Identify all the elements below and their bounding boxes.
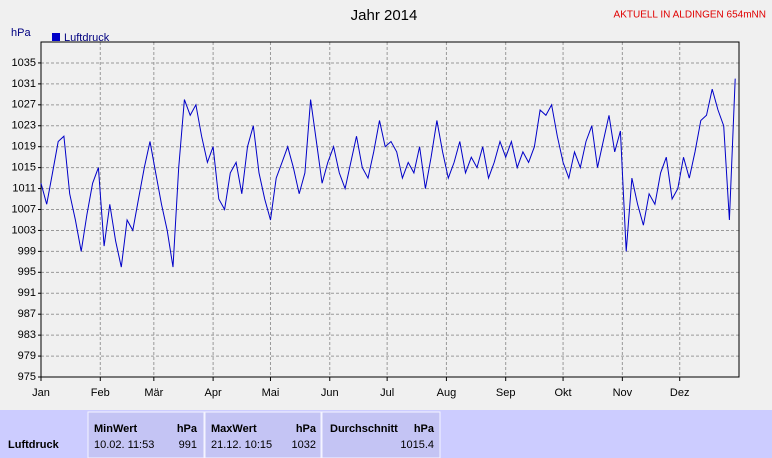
col-unit: hPa — [296, 423, 317, 435]
y-tick-label: 1031 — [12, 78, 36, 90]
y-tick-label: 991 — [18, 287, 36, 299]
y-axis-label: hPa — [11, 27, 31, 39]
col-name: MinWert — [94, 423, 138, 435]
time: 21.12. 10:15 — [211, 439, 272, 451]
y-tick-label: 975 — [18, 371, 36, 383]
col-unit: hPa — [414, 423, 435, 435]
cell — [321, 411, 441, 458]
x-tick-label: Sep — [496, 387, 516, 399]
data-line — [40, 78, 736, 268]
col-unit: hPa — [177, 423, 198, 435]
value: 991 — [179, 439, 197, 451]
legend-label: Luftdruck — [64, 32, 110, 44]
chart-subtitle: AKTUELL IN ALDINGEN 654mNN — [614, 10, 766, 21]
col-name: Durchschnitt — [330, 423, 398, 435]
x-tick-label: Jan — [32, 387, 50, 399]
x-tick-label: Mai — [262, 387, 280, 399]
x-tick-label: Apr — [205, 387, 222, 399]
legend-swatch — [52, 33, 60, 41]
y-tick-label: 995 — [18, 266, 36, 278]
y-tick-label: 1035 — [12, 57, 36, 69]
y-tick-label: 1011 — [12, 182, 36, 194]
cell — [204, 411, 322, 458]
y-tick-label: 1007 — [12, 203, 36, 215]
plot-border — [40, 41, 740, 378]
y-tick-label: 1003 — [12, 224, 36, 236]
x-tick-label: Feb — [91, 387, 110, 399]
stats-table: Luftdruck MinWert hPa 10.02. 11:53 991 M… — [0, 410, 772, 458]
x-tick-label: Nov — [613, 387, 633, 399]
x-tick-label: Dez — [670, 387, 690, 399]
x-tick-label: Aug — [437, 387, 457, 399]
y-tick-label: 1023 — [12, 120, 36, 132]
value: 1032 — [292, 439, 316, 451]
x-tick-label: Mär — [144, 387, 163, 399]
time: 10.02. 11:53 — [94, 439, 154, 451]
cell — [87, 411, 205, 458]
x-tick-label: Jul — [380, 387, 394, 399]
col-name: MaxWert — [211, 423, 257, 435]
row-label: Luftdruck — [8, 439, 60, 451]
x-tick-label: Jun — [321, 387, 339, 399]
y-tick-label: 1019 — [12, 141, 36, 153]
y-tick-label: 1015 — [12, 162, 36, 174]
plot: 975 979 983 987 991 995 999 1003 1007 1011 1015 101… — [12, 32, 740, 399]
y-tick-label: 999 — [18, 245, 36, 257]
y-tick-label: 1027 — [12, 99, 36, 111]
x-tick-label: Okt — [555, 387, 572, 399]
chart-title: Jahr 2014 — [351, 7, 418, 24]
y-tick-label: 979 — [18, 350, 36, 362]
y-tick-label: 987 — [18, 308, 36, 320]
value: 1015.4 — [400, 439, 434, 451]
y-tick-label: 983 — [18, 329, 36, 341]
